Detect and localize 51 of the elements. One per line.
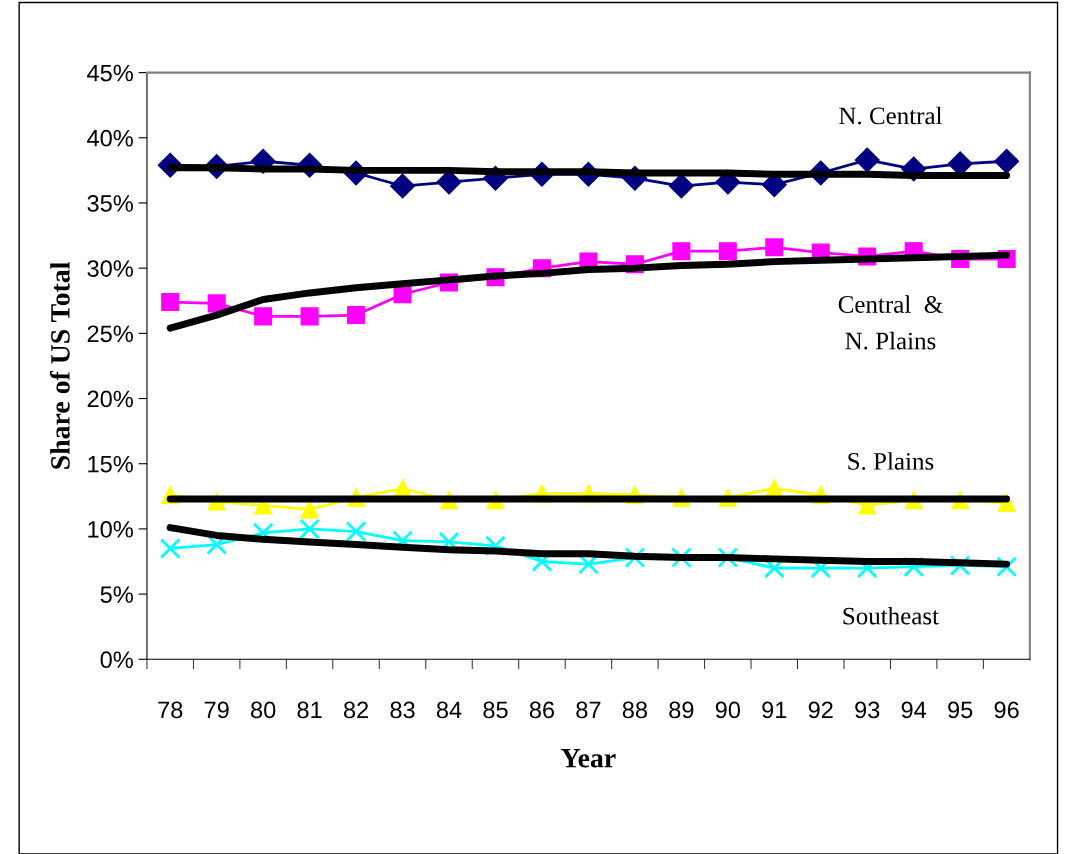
y-tick-label: 30% bbox=[87, 260, 133, 277]
y-tick-label: 25% bbox=[87, 325, 133, 343]
series-label: Central & N. Plains bbox=[838, 295, 943, 350]
point bbox=[300, 307, 319, 326]
y-axis-title: Share of US Total bbox=[49, 262, 70, 469]
y-tick-label: 45% bbox=[87, 64, 133, 82]
x-tick-label: 80 bbox=[251, 701, 276, 719]
point bbox=[159, 538, 181, 559]
series-label: N. Central bbox=[839, 106, 943, 125]
point bbox=[765, 238, 784, 257]
x-tick-label: 92 bbox=[808, 701, 833, 719]
x-tick-label: 87 bbox=[576, 701, 601, 719]
x-tick-label: 91 bbox=[762, 701, 787, 719]
series-label: S. Plains bbox=[848, 452, 934, 470]
x-tick-label: 96 bbox=[994, 701, 1019, 719]
x-tick-label: 84 bbox=[436, 701, 462, 719]
y-tick-label: 40% bbox=[87, 129, 133, 147]
point bbox=[207, 294, 226, 313]
point bbox=[299, 518, 321, 540]
y-tick-label: 35% bbox=[87, 195, 133, 212]
x-tick-label: 88 bbox=[622, 701, 647, 719]
x-tick-label: 93 bbox=[855, 701, 880, 719]
point bbox=[254, 307, 273, 326]
x-tick-label: 82 bbox=[343, 701, 369, 719]
x-tick-label: 81 bbox=[297, 701, 322, 719]
point bbox=[390, 173, 416, 199]
y-tick-label: 20% bbox=[87, 390, 133, 408]
y-tick-label: 10% bbox=[88, 520, 133, 538]
point bbox=[854, 147, 880, 173]
point bbox=[718, 242, 737, 261]
point bbox=[345, 521, 367, 542]
x-tick-label: 85 bbox=[483, 701, 508, 719]
point bbox=[668, 173, 694, 199]
x-axis-title: Year bbox=[561, 749, 616, 768]
x-tick-label: 78 bbox=[158, 701, 183, 719]
x-tick-label: 90 bbox=[715, 701, 741, 719]
x-tick-label: 89 bbox=[669, 701, 694, 719]
x-tick-label: 83 bbox=[390, 701, 415, 719]
series-label: Southeast bbox=[843, 606, 939, 625]
point bbox=[300, 500, 319, 519]
point bbox=[994, 148, 1020, 174]
point bbox=[347, 306, 366, 325]
y-tick-label: 5% bbox=[100, 586, 133, 603]
point bbox=[161, 293, 180, 312]
x-tick-label: 94 bbox=[901, 701, 927, 719]
y-tick-label: 15% bbox=[88, 455, 133, 473]
y-tick-label: 0% bbox=[100, 651, 133, 669]
x-tick-label: 79 bbox=[204, 701, 229, 719]
point bbox=[672, 242, 691, 261]
x-tick-label: 86 bbox=[529, 701, 555, 719]
x-tick-label: 95 bbox=[948, 701, 973, 719]
